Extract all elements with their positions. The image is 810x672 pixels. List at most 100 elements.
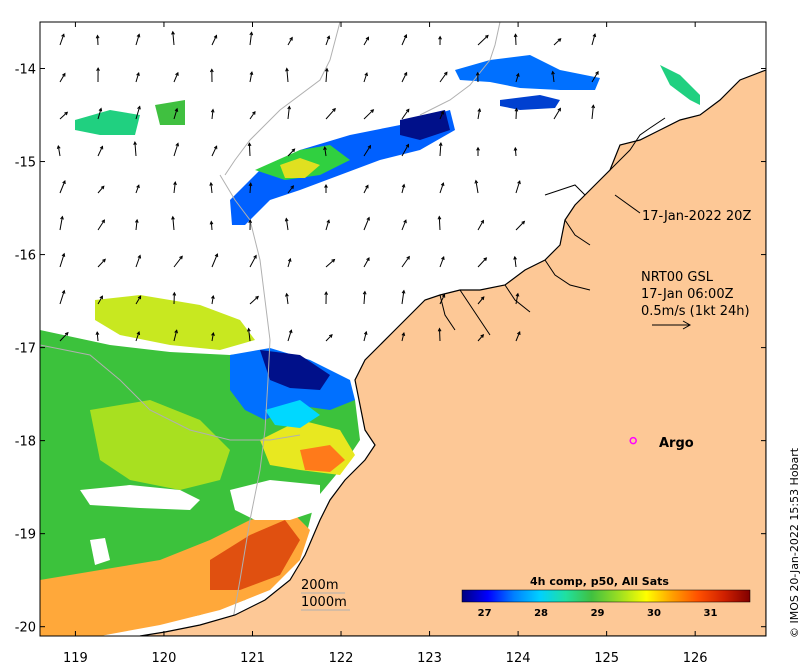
sst-region-band-yellow	[280, 158, 320, 178]
wind-arrow-head	[210, 108, 215, 113]
wind-arrow-head	[214, 253, 219, 258]
bathymetry-northern-shelf	[224, 22, 341, 176]
wind-arrow	[59, 73, 66, 83]
wind-arrow	[59, 332, 69, 342]
wind-arrow-head	[175, 142, 179, 147]
wind-arrow-head	[209, 220, 214, 225]
wind-arrow	[59, 290, 65, 305]
wind-arrow	[135, 331, 140, 342]
wind-arrow	[401, 184, 405, 194]
wind-arrow	[97, 258, 106, 268]
wind-arrow-head	[64, 111, 69, 116]
wind-arrow	[477, 257, 487, 268]
y-tick-label: -20	[15, 621, 36, 636]
wind-arrow-head	[324, 291, 329, 295]
track-label: 17-Jan-2022 20Z	[642, 209, 751, 224]
wind-arrow	[96, 332, 99, 342]
wind-arrow-head	[592, 33, 597, 38]
wind-arrow-head	[438, 35, 442, 40]
wind-arrow	[172, 216, 175, 231]
wind-arrow-head	[441, 293, 446, 298]
y-tick-label: -16	[15, 249, 36, 264]
wind-arrow	[59, 180, 66, 194]
wind-arrow-head	[173, 181, 177, 186]
wind-arrow	[401, 144, 409, 157]
y-tick-label: -14	[15, 63, 36, 78]
wind-arrow-head	[100, 185, 105, 190]
wind-arrow	[173, 330, 178, 342]
sst-region-yellow-mid	[90, 400, 230, 490]
wind-arrow-head	[405, 143, 409, 148]
wind-arrow-head	[136, 184, 140, 189]
wind-arrow-head	[247, 142, 252, 147]
wind-arrow	[135, 106, 141, 120]
sst-gap-1	[80, 485, 200, 510]
wind-arrow-head	[99, 145, 104, 150]
wind-arrow-head	[137, 105, 141, 110]
wind-arrow-head	[60, 215, 64, 220]
wind-arrow	[135, 72, 140, 83]
wind-arrow	[591, 105, 594, 120]
sst-region-navy-central	[260, 350, 330, 390]
track-leader-line	[614, 194, 641, 214]
wind-arrow-head	[95, 34, 100, 39]
wind-arrow	[477, 108, 481, 120]
sst-region-band-north	[230, 110, 455, 225]
wind-arrow-head	[331, 258, 336, 263]
wind-arrow	[249, 32, 253, 46]
wind-arrow	[401, 34, 407, 46]
wind-arrow-head	[401, 183, 406, 188]
wind-arrow-head	[516, 72, 520, 77]
colorbar-tick-label: 28	[534, 608, 548, 619]
wind-arrow-head	[480, 219, 484, 224]
y-tick-label: -19	[15, 528, 36, 543]
colorbar-ticks: 27 28 29 30 31	[478, 608, 718, 619]
wind-arrow	[59, 216, 63, 231]
wind-arrow	[439, 256, 445, 268]
colorbar-tick-label: 30	[647, 608, 661, 619]
wind-arrow	[363, 72, 368, 83]
wind-arrow-head	[211, 332, 215, 336]
wind-arrow-head	[247, 327, 251, 332]
wind-arrow	[363, 257, 370, 268]
wind-arrows	[56, 30, 599, 342]
wind-arrow	[553, 108, 561, 120]
wind-arrow-head	[248, 182, 253, 187]
wind-arrow-head	[484, 34, 489, 39]
wind-arrow-head	[474, 179, 479, 184]
wind-arrow	[439, 328, 441, 342]
wind-arrow-head	[95, 331, 100, 336]
wind-arrow	[591, 33, 596, 46]
wind-arrow-head	[475, 71, 480, 76]
wind-arrow	[287, 185, 294, 194]
wind-arrow	[325, 334, 333, 342]
wind-arrow	[477, 334, 484, 342]
wind-arrow	[211, 332, 214, 342]
wind-arrow-head	[255, 295, 259, 300]
wind-arrow	[173, 143, 179, 157]
wind-arrow	[135, 219, 138, 231]
x-tick-label: 122	[329, 651, 354, 666]
y-tick-label: -15	[15, 156, 36, 171]
wind-arrow-head	[403, 219, 407, 224]
x-axis-ticks: 119 120 121 122 123 124 125 126	[63, 22, 708, 666]
wind-arrow	[249, 72, 253, 83]
wind-arrow-head	[285, 67, 289, 72]
colorbar-title: 4h comp, p50, All Sats	[530, 575, 669, 588]
wind-arrow	[401, 220, 407, 231]
wind-arrow-head	[595, 70, 599, 75]
wind-arrow-head	[516, 331, 521, 336]
sst-region-northeast-blue	[455, 55, 600, 90]
wind-arrow	[325, 220, 330, 231]
wind-arrow	[515, 331, 521, 342]
wind-arrow	[324, 147, 327, 157]
wind-arrow-head	[326, 219, 330, 224]
wind-arrow-head	[98, 107, 103, 112]
wind-arrow-head	[441, 256, 445, 261]
wind-arrow-head	[133, 141, 137, 146]
wind-arrow	[249, 296, 259, 305]
wind-arrow-head	[136, 331, 141, 336]
wind-arrow	[248, 328, 251, 342]
wind-arrow-head	[365, 184, 369, 189]
